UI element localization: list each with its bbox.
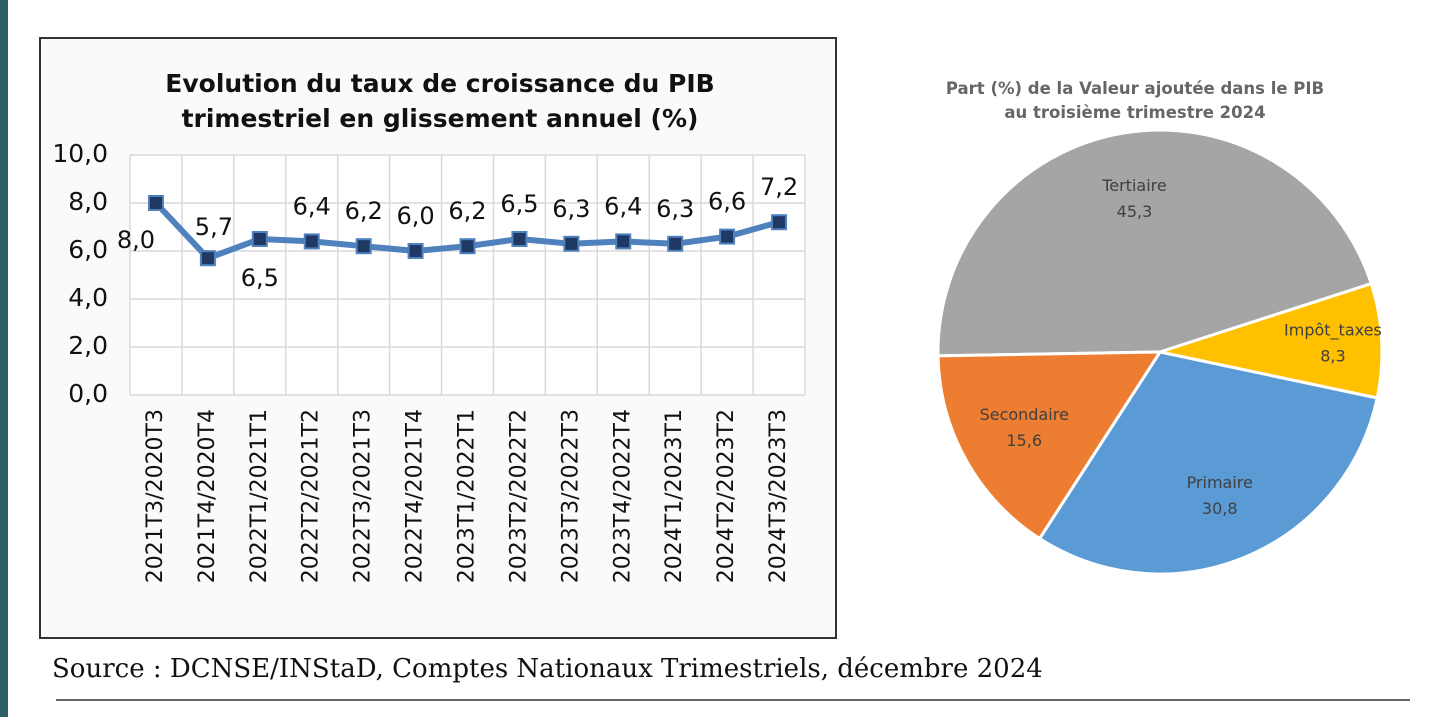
data-label: 6,6: [708, 188, 746, 216]
data-label: 8,0: [117, 226, 155, 254]
marker: [199, 250, 216, 267]
pie-slice: [1037, 350, 1379, 576]
data-label: 6,3: [552, 195, 590, 223]
slice-label: Secondaire: [980, 405, 1069, 424]
data-label: 6,2: [345, 197, 383, 225]
chart-title: Part (%) de la Valeur ajoutée dans le PI…: [945, 79, 1325, 122]
marker: [771, 214, 788, 231]
slice-label: Tertiaire: [1101, 176, 1167, 195]
marker: [563, 235, 580, 252]
marker: [459, 238, 476, 255]
pie-slice: [936, 350, 1163, 541]
x-tick-label: 2022T1/2021T1: [247, 409, 272, 583]
data-label: 7,2: [760, 173, 798, 201]
marker: [615, 233, 632, 250]
marker: [667, 235, 684, 252]
slice-value: 8,3: [1320, 346, 1345, 365]
x-tick-label: 2024T3/2023T3: [766, 409, 791, 583]
data-label: 6,0: [396, 202, 434, 230]
x-tick-label: 2021T3/2020T3: [143, 409, 168, 583]
slice-value: 30,8: [1202, 499, 1238, 518]
slice-label: Primaire: [1187, 473, 1253, 492]
data-label: 6,5: [241, 264, 279, 292]
x-tick-label: 2022T2/2021T2: [299, 409, 324, 583]
data-label: 6,5: [500, 190, 538, 218]
data-label: 6,2: [448, 197, 486, 225]
y-tick-label: 4,0: [68, 283, 108, 312]
source-note: Source : DCNSE/INStaD, Comptes Nationaux…: [52, 654, 1043, 684]
marker: [407, 243, 424, 259]
x-tick-label: 2023T3/2022T3: [558, 409, 583, 583]
x-tick-label: 2024T2/2023T2: [714, 409, 739, 583]
y-tick-label: 0,0: [68, 379, 108, 408]
slice-value: 15,6: [1006, 431, 1042, 450]
marker: [251, 231, 268, 247]
marker: [719, 228, 736, 245]
x-tick-label: 2023T4/2022T4: [610, 409, 635, 583]
x-tick-label: 2022T3/2021T3: [351, 409, 376, 583]
y-tick-label: 2,0: [68, 331, 108, 360]
y-tick-label: 8,0: [68, 187, 108, 216]
pie-slice: [936, 128, 1374, 358]
y-tick-label: 10,0: [52, 139, 108, 168]
x-tick-label: 2021T4/2020T4: [195, 409, 220, 583]
x-tick-label: 2022T4/2021T4: [403, 409, 428, 583]
data-label: 6,3: [656, 195, 694, 223]
data-label: 6,4: [604, 192, 642, 220]
plot-area: [130, 155, 805, 395]
slice-value: 45,3: [1117, 202, 1153, 221]
chart-title: Evolution du taux de croissance du PIB t…: [165, 69, 715, 133]
data-label: 6,4: [293, 192, 331, 220]
data-label: 5,7: [195, 213, 233, 241]
marker: [511, 231, 528, 247]
x-tick-label: 2023T1/2022T1: [455, 409, 480, 583]
side-border: [0, 0, 8, 717]
x-tick-label: 2023T2/2022T2: [506, 409, 531, 583]
marker: [147, 195, 164, 211]
pie-slice: [1154, 281, 1384, 400]
x-tick-label: 2024T1/2023T1: [662, 409, 687, 583]
marker: [355, 238, 372, 255]
marker: [303, 233, 320, 250]
y-tick-label: 6,0: [68, 235, 108, 264]
slice-label: Impôt_taxes: [1284, 320, 1382, 340]
